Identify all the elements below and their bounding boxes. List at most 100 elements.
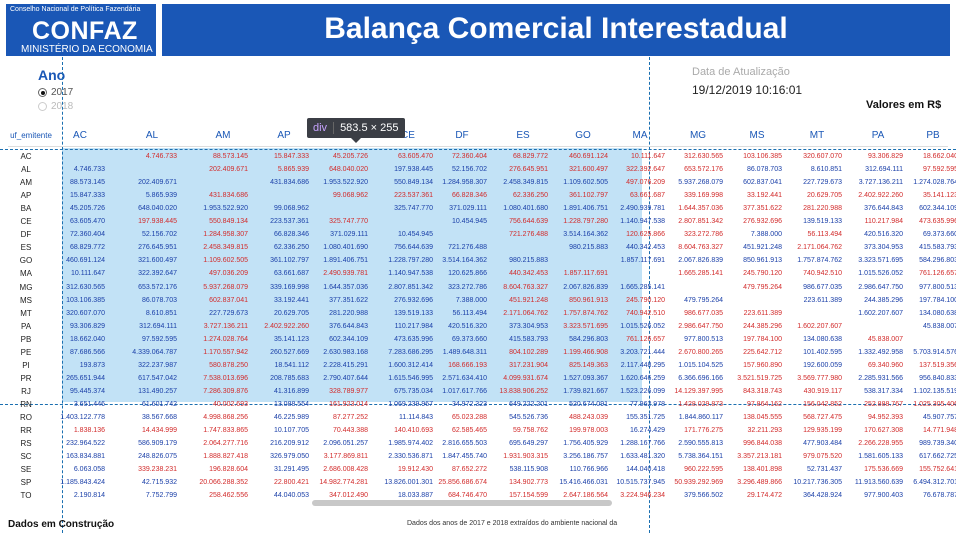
matrix-cell[interactable]: 6.494.312.701 xyxy=(913,479,956,487)
matrix-cell[interactable]: 721.276.488 xyxy=(509,231,548,239)
matrix-cell[interactable]: 223.537.361 xyxy=(394,192,433,200)
matrix-cell[interactable]: 617.547.042 xyxy=(138,374,177,382)
matrix-cell[interactable]: 144.040.418 xyxy=(626,466,665,474)
matrix-cell[interactable]: 1.757.874.762 xyxy=(797,257,842,265)
matrix-cell[interactable]: 339.169.998 xyxy=(270,283,309,291)
matrix-cell[interactable]: 373.304.953 xyxy=(509,322,548,330)
matrix-cell[interactable]: 5.937.268.079 xyxy=(203,283,248,291)
matrix-cell[interactable]: 497.036.209 xyxy=(209,270,248,278)
matrix-cell[interactable]: 5.703.914.576 xyxy=(913,348,956,356)
matrix-cell[interactable]: 66.828.346 xyxy=(451,192,487,200)
matrix-cell[interactable]: 11.913.560.639 xyxy=(854,479,903,487)
matrix-cell[interactable]: 649.222.201 xyxy=(509,400,548,408)
matrix-cell[interactable]: 3.203.721.444 xyxy=(620,348,665,356)
matrix-cell[interactable]: 322.392.647 xyxy=(626,166,665,174)
matrix-cell[interactable]: 45.205.726 xyxy=(69,205,105,213)
matrix-cell[interactable]: 10.217.736.305 xyxy=(793,479,842,487)
matrix-cell[interactable]: 648.040.020 xyxy=(138,205,177,213)
matrix-cell[interactable]: 695.649.297 xyxy=(509,440,548,448)
matrix-cell[interactable]: 171.776.275 xyxy=(684,427,723,435)
matrix-cell[interactable]: 42.715.932 xyxy=(141,479,177,487)
matrix-cell[interactable]: 2.986.647.750 xyxy=(858,283,903,291)
matrix-cell[interactable]: 131.490.257 xyxy=(138,387,177,395)
matrix-cell[interactable]: 2.067.826.839 xyxy=(563,283,608,291)
matrix-cell[interactable]: 761.126.657 xyxy=(626,335,665,343)
matrix-cell[interactable]: 2.986.647.750 xyxy=(678,322,723,330)
matrix-cell[interactable]: 1.665.285.141 xyxy=(620,283,665,291)
matrix-cell[interactable]: 70.443.388 xyxy=(332,427,368,435)
matrix-cell[interactable]: 208.785.683 xyxy=(270,374,309,382)
matrix-cell[interactable]: 69.373.660 xyxy=(451,335,487,343)
matrix-cell[interactable]: 223.611.389 xyxy=(803,296,842,304)
matrix-cell[interactable]: 1.857.117.691 xyxy=(563,270,608,278)
matrix-cell[interactable]: 371.029.111 xyxy=(330,231,368,239)
matrix-cell[interactable]: 134.080.638 xyxy=(803,335,842,343)
matrix-cell[interactable]: 550.849.134 xyxy=(209,218,248,226)
matrix-cell[interactable]: 684.746.470 xyxy=(448,492,487,500)
matrix-cell[interactable]: 155.752.641 xyxy=(919,466,956,474)
horizontal-scrollbar[interactable] xyxy=(312,500,612,506)
radio-empty-icon[interactable] xyxy=(38,102,47,111)
matrix-cell[interactable]: 175.536.669 xyxy=(864,466,903,474)
matrix-cell[interactable]: 10.107.705 xyxy=(273,427,309,435)
matrix-cell[interactable]: 1.228.797.280 xyxy=(388,257,433,265)
matrix-cell[interactable]: 1.284.958.307 xyxy=(203,231,248,239)
matrix-cell[interactable]: 1.015.526.052 xyxy=(858,270,903,278)
matrix-cell[interactable]: 1.140.947.538 xyxy=(388,270,433,278)
matrix-cell[interactable]: 110.766.966 xyxy=(569,466,608,474)
matrix-cell[interactable]: 460.691.124 xyxy=(569,153,608,160)
matrix-cell[interactable]: 15.847.333 xyxy=(273,153,309,160)
matrix-cell[interactable]: 56.113.494 xyxy=(807,231,842,239)
matrix-cell[interactable]: 602.837.041 xyxy=(743,179,782,187)
matrix-cell[interactable]: 10.515.737.945 xyxy=(616,479,665,487)
radio-selected-icon[interactable] xyxy=(38,88,47,97)
matrix-cell[interactable]: 325.747.770 xyxy=(329,218,368,226)
matrix-cell[interactable]: 1.953.522.920 xyxy=(203,205,248,213)
matrix-cell[interactable]: 232.964.522 xyxy=(66,440,105,448)
matrix-cell[interactable]: 956.840.833 xyxy=(919,374,956,382)
matrix-cell[interactable]: 520.674.091 xyxy=(569,400,608,408)
matrix-cell[interactable]: 1.888.827.418 xyxy=(203,453,248,461)
matrix-cell[interactable]: 6.366.696.166 xyxy=(678,374,723,382)
matrix-cell[interactable]: 431.834.686 xyxy=(270,179,309,187)
matrix-cell[interactable]: 1.633.481.320 xyxy=(620,453,665,461)
matrix-cell[interactable]: 2.490.939.781 xyxy=(620,205,665,213)
matrix-cell[interactable]: 5.738.364.151 xyxy=(678,453,723,461)
matrix-cell[interactable]: 276.932.696 xyxy=(394,296,433,304)
matrix-cell[interactable]: 52.156.702 xyxy=(451,166,487,174)
matrix-cell[interactable]: 8.604.763.327 xyxy=(678,244,723,252)
matrix-cell[interactable]: 97.864.162 xyxy=(746,400,782,408)
matrix-cell[interactable]: 321.600.497 xyxy=(569,166,608,174)
matrix-cell[interactable]: 1.403.122.778 xyxy=(60,414,105,421)
matrix-cell[interactable]: 18.541.112 xyxy=(274,361,309,369)
matrix-cell[interactable]: 377.351.622 xyxy=(329,296,368,304)
matrix-cell[interactable]: 376.644.843 xyxy=(864,205,903,213)
column-header-ce[interactable]: CE xyxy=(401,130,415,141)
matrix-cell[interactable]: 1.602.207.607 xyxy=(797,322,842,330)
matrix-cell[interactable]: 312.630.565 xyxy=(66,283,105,291)
matrix-cell[interactable]: 3.323.571.695 xyxy=(858,257,903,265)
matrix-cell[interactable]: 281.220.988 xyxy=(803,205,842,213)
matrix-cell[interactable]: 584.296.803 xyxy=(569,335,608,343)
matrix-cell[interactable]: 93.306.829 xyxy=(867,153,903,160)
matrix-cell[interactable]: 110.217.984 xyxy=(394,322,433,330)
matrix-cell[interactable]: 1.015.526.052 xyxy=(620,322,665,330)
matrix-cell[interactable]: 33.192.441 xyxy=(746,192,782,200)
matrix-cell[interactable]: 140.410.693 xyxy=(394,427,433,435)
matrix-cell[interactable]: 93.306.829 xyxy=(69,322,105,330)
matrix-cell[interactable]: 62.336.250 xyxy=(273,244,309,252)
matrix-cell[interactable]: 361.102.797 xyxy=(569,192,608,200)
matrix-cell[interactable]: 244.385.296 xyxy=(743,322,782,330)
matrix-cell[interactable]: 740.942.510 xyxy=(803,270,842,278)
matrix-cell[interactable]: 1.581.605.133 xyxy=(858,453,903,461)
matrix-cell[interactable]: 63.605.470 xyxy=(397,153,433,160)
matrix-cell[interactable]: 568.727.475 xyxy=(803,414,842,421)
matrix-cell[interactable]: 328.789.977 xyxy=(329,387,368,395)
year-option-2017[interactable]: 2017 xyxy=(38,87,73,98)
matrix-cell[interactable]: 479.795.264 xyxy=(743,283,782,291)
matrix-cell[interactable]: 2.402.922.260 xyxy=(858,192,903,200)
matrix-cell[interactable]: 977.900.403 xyxy=(864,492,903,500)
matrix-cell[interactable]: 431.834.686 xyxy=(209,192,248,200)
matrix-cell[interactable]: 420.516.320 xyxy=(864,231,903,239)
matrix-cell[interactable]: 20.066.288.352 xyxy=(199,479,248,487)
